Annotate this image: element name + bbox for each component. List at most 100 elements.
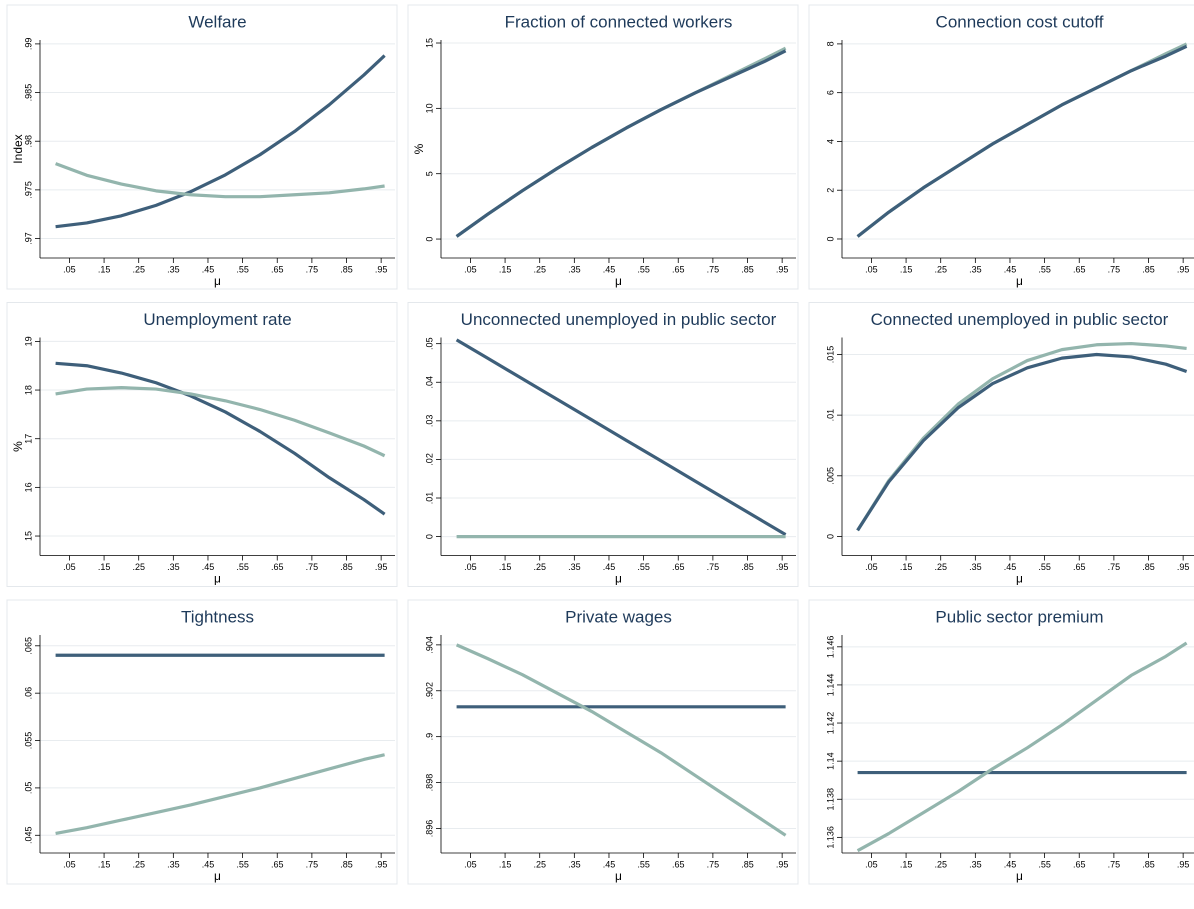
x-axis-label: μ: [615, 869, 622, 883]
panel: Tightness .045 .05 .055 .06 .065 .05 .15 .25 .35.…: [6, 599, 398, 885]
y-tick-label: 2: [825, 188, 835, 193]
x-tick-label: .75: [1108, 264, 1121, 274]
x-tick-label: .95: [776, 264, 789, 274]
y-tick-label: .065: [23, 637, 33, 655]
panel: Fraction of connected workers 0 5 10 15 .05 .1…: [407, 4, 799, 290]
x-tick-label: .35: [167, 562, 180, 572]
x-tick-label: .35: [167, 264, 180, 274]
y-tick-label: .898: [424, 774, 434, 792]
x-tick-label: .05: [464, 562, 477, 572]
y-tick-label: .985: [23, 84, 33, 102]
panel: Welfare .97 .975 .98 .985 .99 .05 .15 .25 .35 .45.…: [6, 4, 398, 290]
x-tick-label: .85: [340, 562, 353, 572]
x-tick-label: .75: [306, 562, 319, 572]
x-tick-label: .25: [132, 264, 145, 274]
x-tick-label: .55: [637, 859, 650, 869]
x-tick-label: .35: [167, 859, 180, 869]
x-tick-label: .85: [741, 562, 754, 572]
x-tick-label: .55: [1038, 859, 1051, 869]
series-line: [455, 338, 787, 537]
series-line: [55, 386, 386, 458]
panel-title: Connected unemployed in public sector: [871, 310, 1169, 329]
x-tick-label: .85: [1142, 562, 1155, 572]
y-tick-label: .97: [23, 232, 33, 245]
y-tick-label: .904: [424, 636, 434, 654]
y-axis-label: %: [412, 143, 426, 154]
x-tick-label: .65: [1073, 562, 1086, 572]
y-tick-label: 19: [23, 336, 33, 346]
panel-title: Private wages: [565, 607, 672, 626]
x-tick-label: .85: [340, 859, 353, 869]
x-tick-label: .75: [1108, 859, 1121, 869]
x-tick-label: .55: [637, 264, 650, 274]
x-tick-label: .05: [464, 264, 477, 274]
x-tick-label: .35: [568, 264, 581, 274]
x-axis-label: μ: [214, 869, 221, 883]
y-tick-label: .06: [23, 687, 33, 700]
x-tick-label: .45: [202, 264, 215, 274]
y-tick-label: .045: [23, 827, 33, 845]
x-tick-label: .75: [707, 562, 720, 572]
x-tick-label: .45: [1004, 264, 1017, 274]
panel: Private wages .896 .898 .9 .902 .904 .05 .15 .25…: [407, 599, 799, 885]
x-tick-label: .45: [1004, 859, 1017, 869]
x-tick-label: .15: [900, 859, 913, 869]
y-tick-label: 1.142: [825, 712, 835, 735]
x-tick-label: .95: [776, 859, 789, 869]
panel-frame: [808, 599, 1194, 885]
x-tick-label: .95: [776, 562, 789, 572]
panel-title: Welfare: [188, 12, 246, 31]
panel-frame: [6, 599, 398, 885]
x-tick-label: .05: [63, 859, 76, 869]
x-tick-label: .25: [934, 264, 947, 274]
x-tick-label: .25: [132, 562, 145, 572]
x-tick-label: .85: [741, 859, 754, 869]
x-axis-label: μ: [214, 274, 221, 288]
y-axis-label: Index: [11, 134, 25, 163]
panel-title: Connection cost cutoff: [936, 12, 1104, 31]
x-tick-label: .05: [865, 859, 878, 869]
y-tick-label: .902: [424, 682, 434, 700]
x-tick-label: .35: [568, 562, 581, 572]
x-tick-label: .25: [934, 562, 947, 572]
panel: Connected unemployed in public sector 0 .0…: [808, 302, 1194, 587]
x-axis-label: μ: [1016, 869, 1023, 883]
x-tick-label: .65: [672, 859, 685, 869]
series-line: [455, 643, 787, 837]
panel-frame: [808, 4, 1194, 290]
x-tick-label: .75: [1108, 562, 1121, 572]
series-line: [55, 753, 385, 835]
x-tick-label: .75: [707, 264, 720, 274]
panel-frame: [407, 599, 799, 885]
y-tick-label: 4: [825, 139, 835, 144]
y-tick-label: 8: [825, 41, 835, 46]
x-axis-label: μ: [214, 572, 221, 586]
series-line: [455, 49, 787, 238]
x-tick-label: .05: [63, 562, 76, 572]
x-axis-label: μ: [1016, 274, 1023, 288]
x-tick-label: .75: [306, 859, 319, 869]
x-tick-label: .15: [98, 264, 111, 274]
panel-frame: [6, 4, 398, 290]
y-tick-label: 1.136: [825, 826, 835, 849]
y-tick-label: .975: [23, 181, 33, 199]
y-tick-label: 10: [424, 103, 434, 113]
series-line: [856, 352, 1188, 532]
x-tick-label: .85: [741, 264, 754, 274]
y-tick-label: 0: [825, 534, 835, 539]
x-tick-label: .55: [1038, 264, 1051, 274]
panel-frame: [407, 4, 799, 290]
x-tick-label: .75: [306, 264, 319, 274]
x-tick-label: .65: [271, 562, 284, 572]
panel-title: Unconnected unemployed in public sector: [461, 310, 777, 329]
panel: Unemployment rate 15 16 17 18 19 .05 .15 .25 .35.…: [6, 302, 398, 587]
x-tick-label: .15: [98, 859, 111, 869]
x-tick-label: .55: [637, 562, 650, 572]
y-tick-label: 1.144: [825, 674, 835, 697]
panel-title: Tightness: [181, 607, 254, 626]
x-tick-label: .45: [202, 562, 215, 572]
y-tick-label: .005: [825, 467, 835, 485]
x-tick-label: .55: [1038, 562, 1051, 572]
y-tick-label: 17: [23, 434, 33, 444]
